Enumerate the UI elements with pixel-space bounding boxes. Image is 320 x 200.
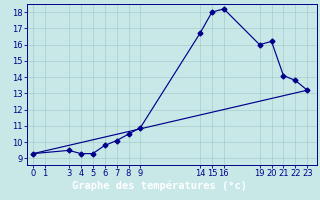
Text: Graphe des températures (°c): Graphe des températures (°c) (73, 181, 247, 191)
